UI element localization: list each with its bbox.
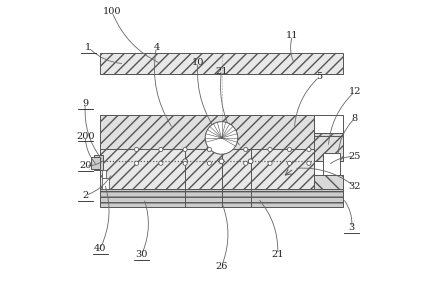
Text: 21: 21: [272, 250, 284, 259]
Bar: [100, 115, 314, 161]
Bar: [101, 178, 109, 189]
Circle shape: [135, 147, 139, 152]
Circle shape: [288, 147, 291, 152]
Circle shape: [183, 147, 187, 152]
Text: 21: 21: [215, 67, 228, 75]
Bar: [100, 149, 314, 189]
Circle shape: [159, 161, 163, 165]
Circle shape: [244, 147, 248, 152]
Text: 25: 25: [349, 152, 361, 161]
Text: 12: 12: [349, 87, 361, 96]
Bar: [100, 53, 343, 74]
Text: 3: 3: [349, 223, 355, 232]
Text: 2: 2: [82, 191, 89, 200]
Circle shape: [159, 147, 163, 152]
Text: 10: 10: [192, 58, 204, 67]
Text: 40: 40: [94, 244, 106, 253]
Bar: [101, 170, 106, 178]
Bar: [314, 115, 343, 133]
Circle shape: [207, 161, 211, 165]
Text: 5: 5: [316, 73, 322, 81]
Circle shape: [135, 161, 139, 165]
Bar: [314, 175, 343, 189]
Circle shape: [268, 161, 272, 165]
Text: 9: 9: [82, 99, 89, 108]
Circle shape: [244, 161, 248, 165]
Circle shape: [183, 159, 187, 164]
Circle shape: [307, 161, 311, 165]
Text: 32: 32: [349, 182, 361, 191]
Text: 200: 200: [76, 132, 95, 141]
Bar: [94, 155, 103, 170]
Bar: [314, 136, 343, 161]
Text: 8: 8: [352, 114, 358, 123]
Circle shape: [288, 161, 291, 165]
Bar: [314, 133, 343, 161]
Circle shape: [205, 122, 238, 154]
Text: 26: 26: [215, 262, 228, 271]
Circle shape: [307, 147, 311, 152]
Text: 20: 20: [79, 161, 92, 170]
Bar: [91, 157, 100, 169]
Circle shape: [183, 161, 187, 165]
Circle shape: [207, 147, 211, 152]
Circle shape: [268, 147, 272, 152]
Circle shape: [248, 159, 253, 164]
Bar: [323, 153, 340, 185]
Circle shape: [219, 159, 224, 164]
Bar: [100, 189, 343, 207]
Text: 11: 11: [286, 31, 299, 40]
Text: 30: 30: [136, 250, 148, 259]
Text: 4: 4: [153, 43, 159, 52]
Text: 100: 100: [103, 7, 121, 16]
Text: 1: 1: [85, 43, 91, 52]
